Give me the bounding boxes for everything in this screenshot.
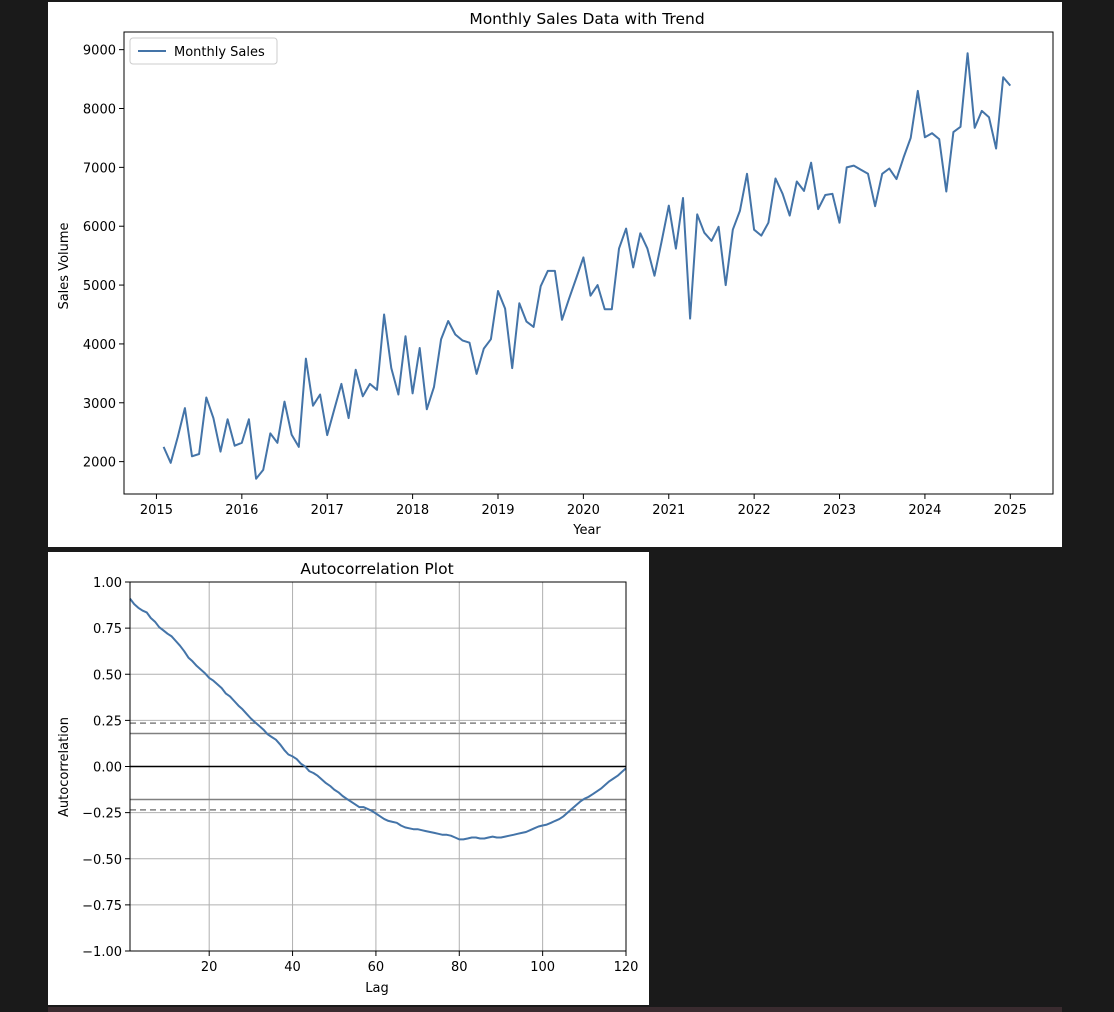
- sales-y-tick-label: 5000: [83, 279, 116, 294]
- sales-y-tick-label: 7000: [83, 161, 116, 176]
- acf-y-tick-label: −0.25: [82, 807, 122, 822]
- acf-y-tick-label: 0.75: [93, 622, 122, 637]
- acf-x-tick-label: 60: [368, 960, 385, 975]
- sales-x-tick-label: 2024: [908, 503, 941, 518]
- sales-x-tick-label: 2019: [481, 503, 514, 518]
- sales-x-tick-label: 2015: [140, 503, 173, 518]
- acf-x-tick-label: 20: [201, 960, 218, 975]
- acf-y-tick-label: 0.50: [93, 668, 122, 683]
- acf-y-tick-label: 0.00: [93, 761, 122, 776]
- sales-chart-panel: Monthly Sales Data with Trend Year Sales…: [48, 2, 1062, 547]
- legend-box: [129, 37, 278, 65]
- sales-y-tick-label: 2000: [83, 456, 116, 471]
- sales-x-axis-label: Year: [572, 523, 601, 538]
- sales-y-tick-label: 9000: [83, 44, 116, 59]
- acf-x-tick-label: 100: [530, 960, 555, 975]
- acf-y-tick-label: −0.75: [82, 899, 122, 914]
- sales-x-tick-label: 2023: [823, 503, 856, 518]
- autocorrelation-chart-panel: Autocorrelation Plot Lag Autocorrelation…: [48, 552, 649, 1005]
- acf-x-tick-label: 80: [451, 960, 468, 975]
- sales-y-tick-label: 3000: [83, 397, 116, 412]
- acf-series-line: [129, 597, 627, 841]
- sales-x-tick-label: 2018: [396, 503, 429, 518]
- sales-x-tick-label: 2020: [567, 503, 600, 518]
- sales-x-tick-label: 2016: [225, 503, 258, 518]
- acf-x-tick-label: 120: [614, 960, 639, 975]
- window-bottom-edge: [48, 1007, 1062, 1012]
- sales-x-tick-label: 2021: [652, 503, 685, 518]
- acf-x-tick-label: 40: [284, 960, 301, 975]
- acf-y-tick-label: 1.00: [93, 576, 122, 591]
- sales-series-line: [162, 52, 1012, 480]
- acf-y-tick-label: −0.50: [82, 853, 122, 868]
- sales-y-tick-label: 6000: [83, 220, 116, 235]
- sales-plot-frame: [123, 31, 1054, 495]
- acf-y-tick-label: 0.25: [93, 714, 122, 729]
- acf-chart-svg: Autocorrelation Plot Lag Autocorrelation…: [57, 560, 639, 996]
- acf-y-axis-label: Autocorrelation: [57, 717, 72, 817]
- acf-x-axis-label: Lag: [365, 981, 388, 996]
- sales-x-tick-label: 2022: [738, 503, 771, 518]
- sales-x-tick-label: 2025: [994, 503, 1027, 518]
- sales-legend: Monthly Sales: [129, 37, 278, 65]
- sales-chart-svg: Monthly Sales Data with Trend Year Sales…: [57, 10, 1054, 538]
- acf-y-tick-label: −1.00: [82, 945, 122, 960]
- sales-x-tick-label: 2017: [311, 503, 344, 518]
- sales-y-axis-label: Sales Volume: [57, 222, 72, 309]
- acf-plot-frame: [129, 581, 627, 952]
- sales-chart-title: Monthly Sales Data with Trend: [469, 10, 704, 28]
- sales-y-tick-label: 4000: [83, 338, 116, 353]
- acf-chart-title: Autocorrelation Plot: [300, 560, 453, 578]
- sales-y-tick-label: 8000: [83, 103, 116, 118]
- legend-label-monthly-sales: Monthly Sales: [174, 45, 265, 60]
